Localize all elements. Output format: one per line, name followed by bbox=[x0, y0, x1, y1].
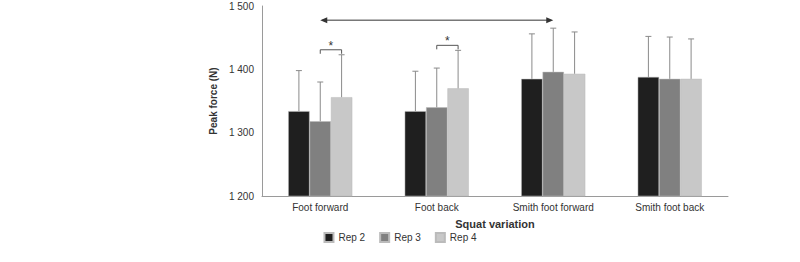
svg-text:Rep 3: Rep 3 bbox=[394, 232, 421, 243]
svg-text:Foot back: Foot back bbox=[415, 202, 460, 213]
svg-text:1 200: 1 200 bbox=[229, 191, 254, 202]
svg-text:Rep 2: Rep 2 bbox=[338, 232, 365, 243]
svg-text:Peak force (N): Peak force (N) bbox=[208, 67, 219, 134]
svg-text:Smith foot forward: Smith foot forward bbox=[513, 202, 594, 213]
svg-text:Rep 4: Rep 4 bbox=[450, 232, 477, 243]
svg-text:Smith foot back: Smith foot back bbox=[635, 202, 705, 213]
svg-text:*: * bbox=[329, 39, 334, 53]
svg-text:Foot forward: Foot forward bbox=[292, 202, 348, 213]
svg-text:1 500: 1 500 bbox=[229, 1, 254, 12]
svg-text:*: * bbox=[445, 34, 450, 48]
svg-text:1 300: 1 300 bbox=[229, 127, 254, 138]
svg-text:Squat variation: Squat variation bbox=[455, 218, 535, 230]
svg-text:1 400: 1 400 bbox=[229, 64, 254, 75]
